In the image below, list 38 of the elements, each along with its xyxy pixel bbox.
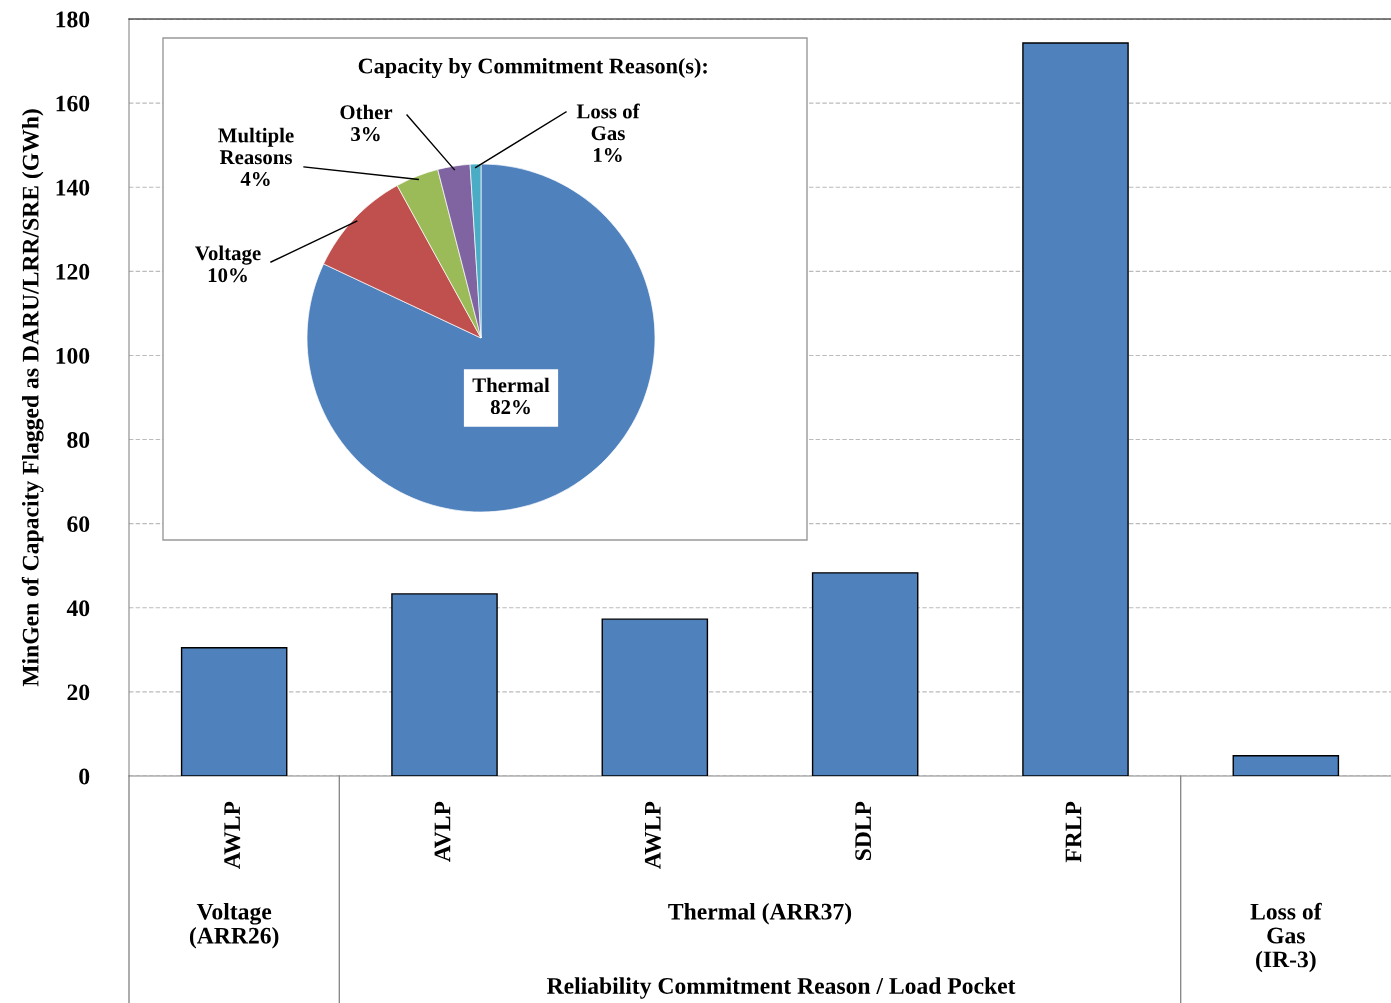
bar <box>601 618 709 776</box>
text: Thermal (ARR37) <box>668 903 852 925</box>
y-tick-label: 80 <box>67 432 90 448</box>
data-label: 4% <box>240 171 270 187</box>
y-tick-label: 40 <box>66 600 90 617</box>
x-tick-label: SDLP <box>855 801 872 861</box>
y-axis-title: MinGen of Capacity Flagged as DARU/LRR/SRE (GWh) <box>21 109 44 687</box>
chart-title: Capacity by Commitment Reason(s): <box>358 57 707 79</box>
bar <box>180 647 288 776</box>
slice-label: Loss of Gas <box>576 103 640 141</box>
y-tick-label: 160 <box>56 95 90 112</box>
y-tick-label: 120 <box>56 263 90 280</box>
pie-slice <box>306 163 656 513</box>
data-label: 10% <box>208 268 247 283</box>
text: Voltage (ARR26) <box>189 903 279 949</box>
data-label: 3% <box>351 127 380 142</box>
y-tick-label: 180 <box>56 11 90 28</box>
y-tick-label: 0 <box>79 768 90 785</box>
slice-label: Other <box>340 104 393 120</box>
y-tick-label: 140 <box>56 179 90 196</box>
x-tick-label: AWLP <box>644 801 661 869</box>
bar <box>1232 755 1340 776</box>
text: Loss of Gas (IR-3) <box>1250 902 1322 973</box>
x-tick-label: AVLP <box>434 801 451 862</box>
slice-label: Multiple Reasons <box>218 127 294 165</box>
slice-label: Thermal <box>472 377 550 393</box>
data-label: 1% <box>594 147 622 163</box>
y-tick-label: 60 <box>67 516 90 533</box>
x-tick-label: AWLP <box>224 801 241 869</box>
bar <box>391 593 498 776</box>
x-axis-title: Reliability Commitment Reason / Load Pocket <box>546 977 1016 999</box>
y-tick-label: 20 <box>67 684 90 701</box>
slice-label: Voltage <box>195 245 261 265</box>
x-tick-label: FRLP <box>1065 801 1082 863</box>
data-label: 82% <box>490 400 530 415</box>
y-tick-label: 100 <box>56 347 90 364</box>
bar <box>811 572 919 776</box>
bar <box>1022 42 1129 776</box>
